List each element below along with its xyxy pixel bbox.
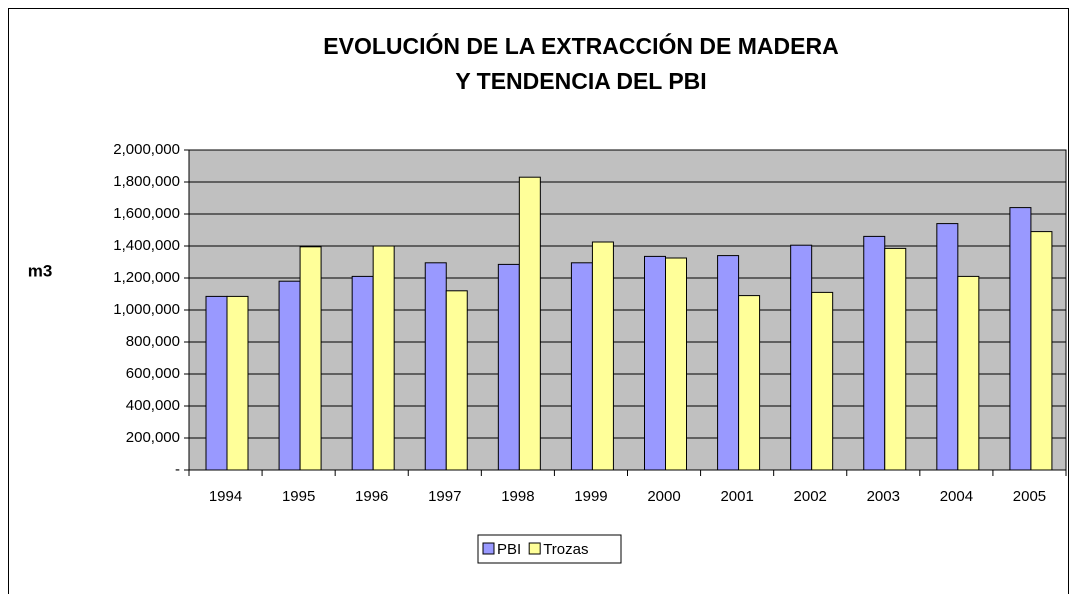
y-tick-label: 600,000 xyxy=(126,365,180,382)
x-tick-label: 2003 xyxy=(867,488,900,505)
y-tick-label: - xyxy=(175,461,180,478)
x-tick-label: 1997 xyxy=(428,488,461,505)
x-tick-label: 1994 xyxy=(209,488,242,505)
bar xyxy=(445,290,468,471)
bar xyxy=(372,245,395,471)
x-tick-label: 2002 xyxy=(794,488,827,505)
y-tick-label: 1,800,000 xyxy=(113,173,180,190)
y-tick-label: 200,000 xyxy=(126,429,180,446)
bar xyxy=(278,280,301,471)
x-tick-label: 2001 xyxy=(720,488,753,505)
bar xyxy=(1030,231,1053,471)
x-tick-label: 2005 xyxy=(1013,488,1046,505)
bar xyxy=(424,262,447,471)
chart-frame xyxy=(8,8,1069,594)
y-axis-label: m3 xyxy=(28,261,53,280)
bar xyxy=(644,255,666,471)
legend-label: Trozas xyxy=(543,541,588,558)
bar xyxy=(591,241,614,471)
bar xyxy=(665,257,687,471)
legend xyxy=(477,534,622,564)
legend-swatch xyxy=(528,542,541,555)
bar xyxy=(790,244,813,471)
x-tick-label: 1995 xyxy=(282,488,315,505)
x-tick-label: 1999 xyxy=(574,488,607,505)
bar xyxy=(226,295,249,471)
y-tick-label: 800,000 xyxy=(126,333,180,350)
bar xyxy=(351,275,374,471)
bar xyxy=(1009,207,1032,471)
bar xyxy=(957,275,980,471)
bar xyxy=(497,263,520,471)
legend-label: PBI xyxy=(497,541,521,558)
bar xyxy=(518,176,541,471)
bar xyxy=(299,246,322,471)
bar xyxy=(717,255,740,471)
x-tick-label: 1996 xyxy=(355,488,388,505)
y-tick-label: 1,000,000 xyxy=(113,301,180,318)
legend-swatch xyxy=(482,542,495,555)
chart-title: Y TENDENCIA DEL PBI xyxy=(455,68,706,94)
bar xyxy=(884,247,907,471)
bar xyxy=(570,262,593,471)
bar xyxy=(738,295,761,471)
x-tick-label: 2000 xyxy=(647,488,680,505)
y-tick-label: 1,600,000 xyxy=(113,205,180,222)
x-tick-label: 2004 xyxy=(940,488,973,505)
bar xyxy=(863,235,886,471)
bar xyxy=(205,295,228,471)
y-tick-label: 1,200,000 xyxy=(113,269,180,286)
bar xyxy=(811,291,834,471)
x-tick-label: 1998 xyxy=(501,488,534,505)
y-tick-label: 1,400,000 xyxy=(113,237,180,254)
y-tick-label: 400,000 xyxy=(126,397,180,414)
chart-title: EVOLUCIÓN DE LA EXTRACCIÓN DE MADERA xyxy=(323,32,838,59)
y-tick-label: 2,000,000 xyxy=(113,141,180,158)
bar xyxy=(936,223,959,471)
